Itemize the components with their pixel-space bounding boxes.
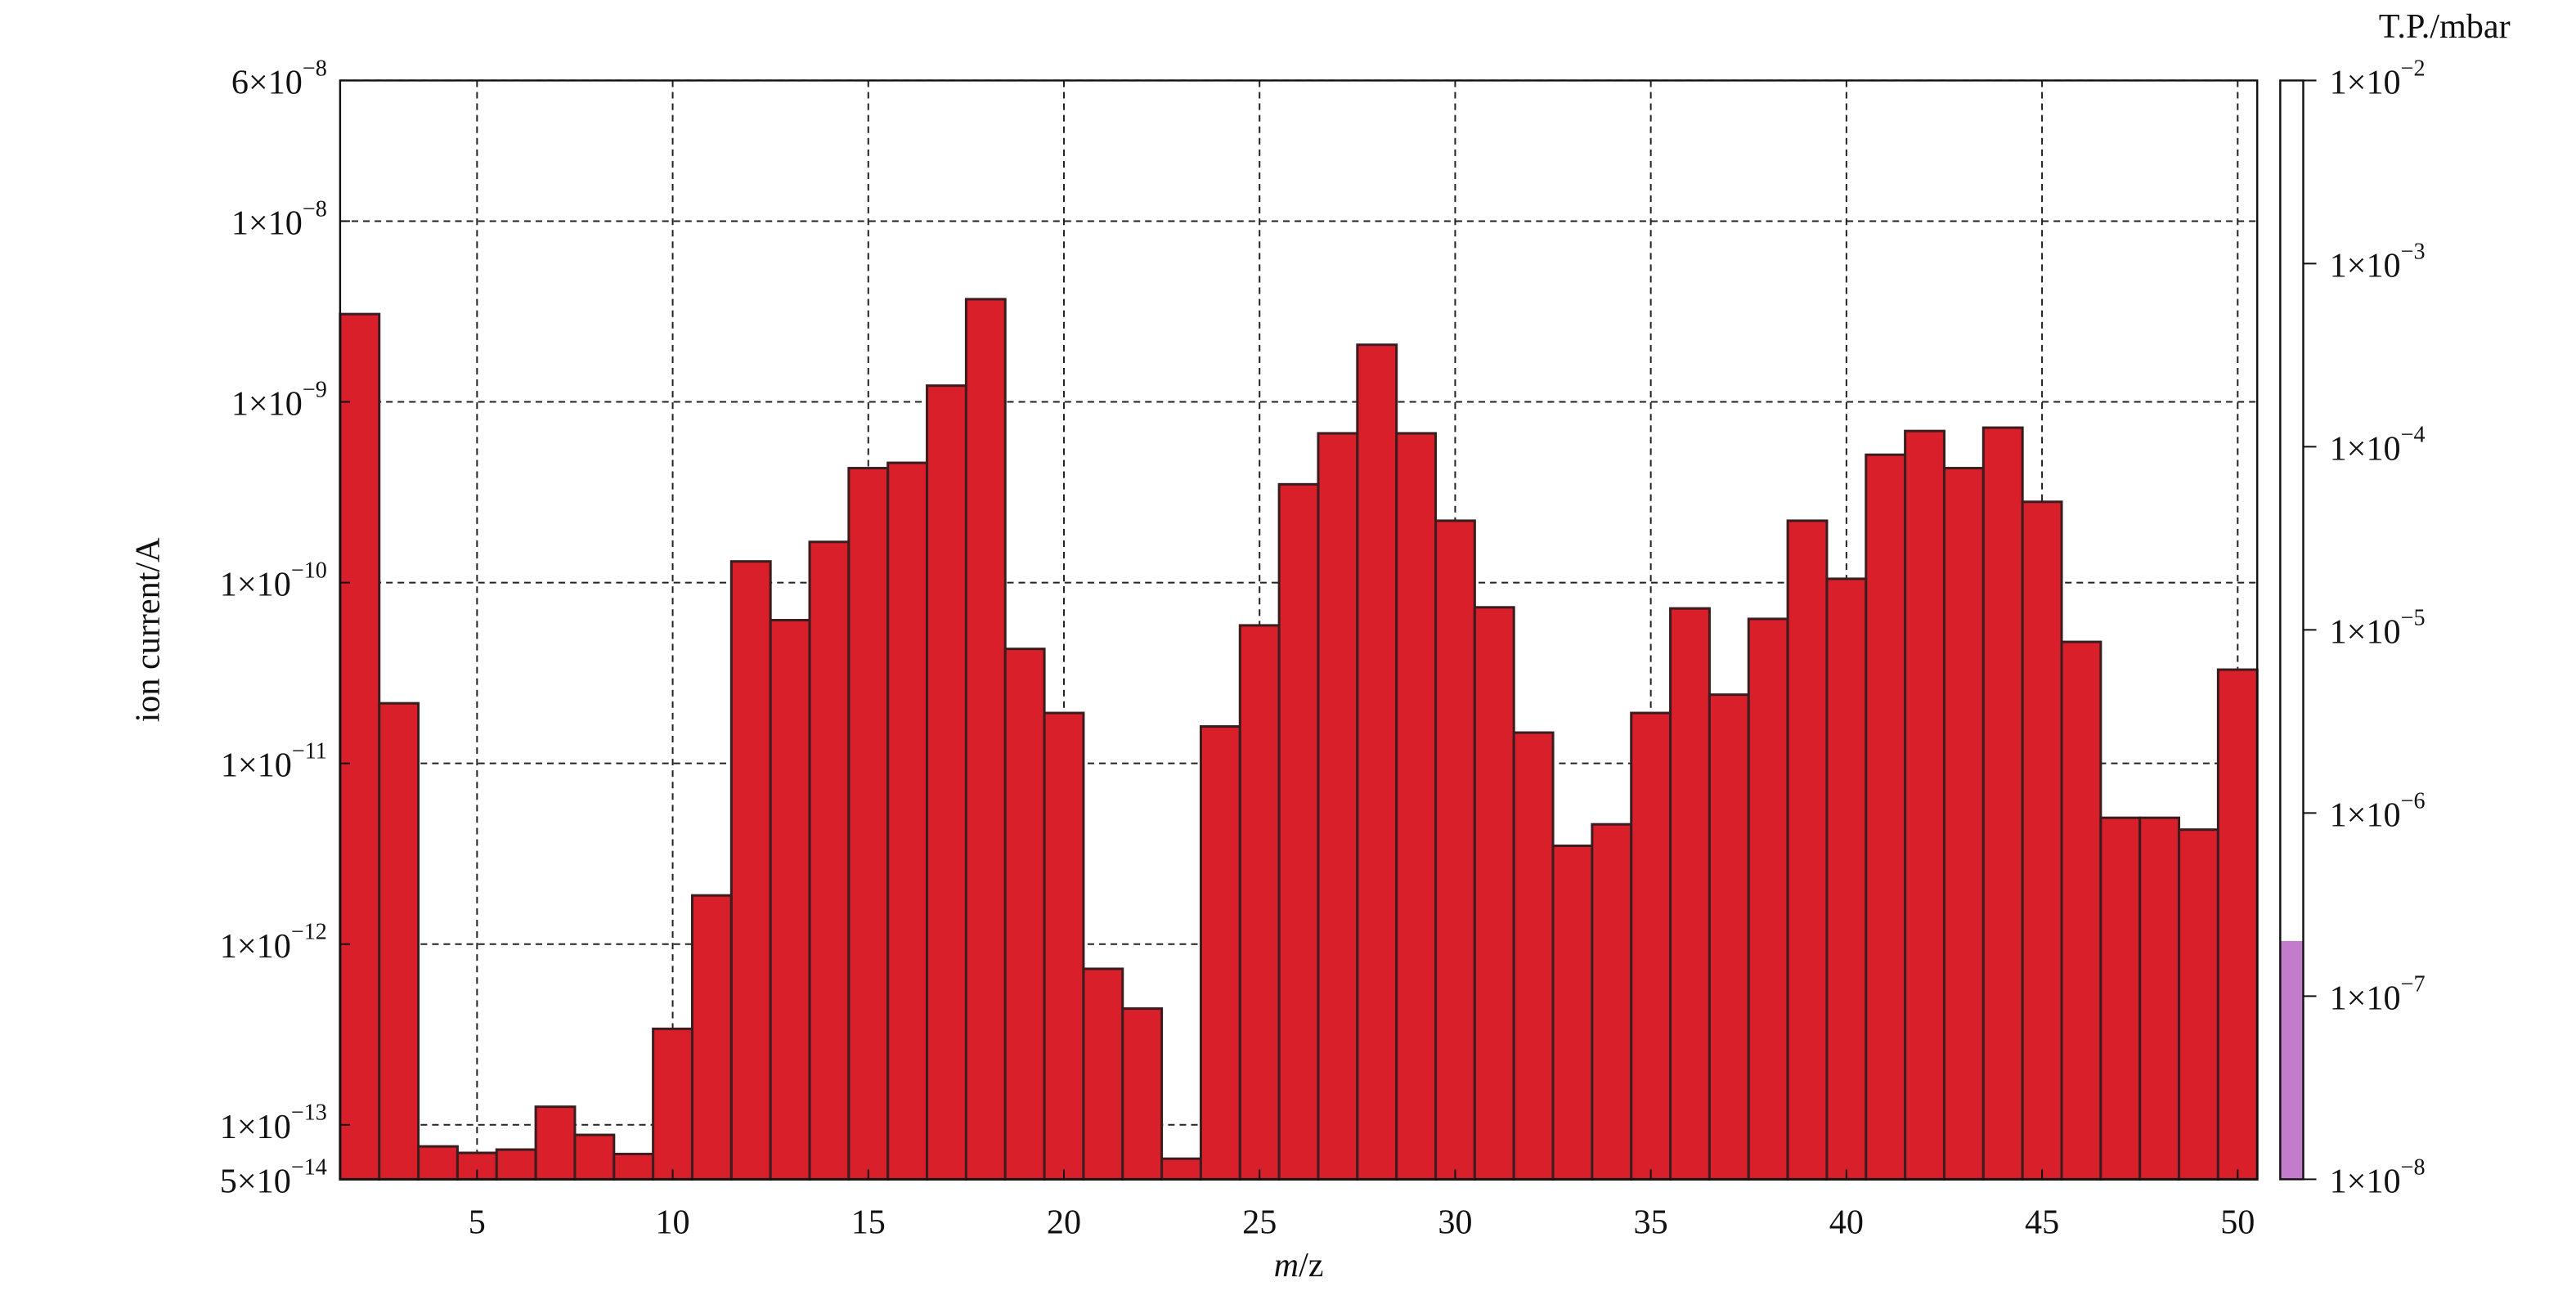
bar bbox=[1747, 617, 1789, 1181]
y-tick-label: 1×10−13 bbox=[220, 1101, 327, 1145]
colorbar-label: T.P./mbar bbox=[2379, 7, 2511, 46]
x-tick-label: 45 bbox=[2025, 1203, 2059, 1241]
colorbar-tick-label: 1×10−4 bbox=[2330, 423, 2426, 468]
x-axis-label: m/z bbox=[1274, 1246, 1324, 1284]
bar bbox=[1473, 606, 1515, 1181]
bar bbox=[1199, 725, 1241, 1181]
y-tick-label: 6×10−8 bbox=[231, 56, 327, 101]
colorbar-tick-label: 1×10−7 bbox=[2330, 972, 2426, 1017]
x-tick-label: 10 bbox=[655, 1203, 689, 1241]
y-tick-label: 1×10−12 bbox=[220, 920, 327, 965]
bar bbox=[2060, 640, 2103, 1181]
bar bbox=[1121, 1007, 1164, 1181]
bar bbox=[690, 894, 733, 1181]
y-axis-label: ion current/A bbox=[129, 537, 168, 723]
x-tick-label: 50 bbox=[2220, 1203, 2255, 1241]
bar bbox=[1277, 482, 1320, 1181]
bar bbox=[769, 618, 811, 1181]
bar bbox=[1865, 453, 1907, 1181]
bar bbox=[2138, 816, 2181, 1181]
bar bbox=[1825, 577, 1868, 1181]
x-tick-label: 25 bbox=[1242, 1203, 1277, 1241]
y-tick-label: 1×10−11 bbox=[221, 739, 327, 784]
bar bbox=[2099, 816, 2142, 1181]
plot-frame bbox=[339, 79, 2259, 1181]
x-tick-label: 20 bbox=[1047, 1203, 1081, 1241]
colorbar-tick-label: 1×10−5 bbox=[2330, 606, 2426, 651]
bar bbox=[1512, 731, 1555, 1181]
bar bbox=[2021, 500, 2063, 1181]
x-tick-label: 40 bbox=[1829, 1203, 1864, 1241]
y-tick-label: 1×10−10 bbox=[220, 558, 327, 603]
bar bbox=[573, 1133, 616, 1181]
bar bbox=[1395, 432, 1438, 1181]
bar bbox=[534, 1105, 577, 1181]
bar bbox=[1003, 648, 1046, 1181]
bar bbox=[339, 312, 381, 1181]
colorbar-fill bbox=[2280, 940, 2304, 1180]
x-tick-label: 30 bbox=[1438, 1203, 1472, 1241]
bar bbox=[1082, 967, 1124, 1181]
bar bbox=[1551, 844, 1594, 1181]
colorbar-tick-label: 1×10−6 bbox=[2330, 789, 2426, 834]
bar bbox=[1630, 711, 1672, 1181]
bar bbox=[808, 540, 850, 1181]
bar bbox=[1669, 607, 1711, 1181]
colorbar-tick-label: 1×10−8 bbox=[2330, 1155, 2426, 1200]
bar bbox=[1356, 343, 1398, 1181]
bar bbox=[613, 1152, 655, 1181]
bar bbox=[729, 560, 772, 1181]
bar bbox=[1591, 823, 1633, 1181]
y-tick-label: 1×10−9 bbox=[231, 378, 327, 423]
colorbar-tick-label: 1×10−2 bbox=[2330, 56, 2426, 101]
bar bbox=[2178, 828, 2219, 1181]
y-tick-label: 1×10−8 bbox=[231, 197, 327, 242]
bar bbox=[1434, 519, 1476, 1181]
bar bbox=[1238, 624, 1281, 1181]
bar bbox=[378, 702, 420, 1181]
bar bbox=[847, 467, 890, 1181]
bar bbox=[1160, 1157, 1202, 1181]
x-tick-label: 15 bbox=[851, 1203, 886, 1241]
bar bbox=[1942, 467, 1985, 1181]
x-tick-label: 5 bbox=[469, 1203, 486, 1241]
bar bbox=[926, 384, 967, 1181]
bar bbox=[1317, 432, 1359, 1181]
bar bbox=[417, 1145, 459, 1181]
bar bbox=[495, 1148, 537, 1181]
bar bbox=[1904, 429, 1945, 1181]
bar bbox=[652, 1027, 693, 1181]
bar bbox=[964, 298, 1007, 1181]
y-tick-label: 5×10−14 bbox=[220, 1155, 327, 1200]
bar bbox=[1981, 426, 2024, 1181]
bar bbox=[1043, 711, 1085, 1181]
colorbar-tick-label: 1×10−3 bbox=[2330, 240, 2426, 285]
bar bbox=[2216, 668, 2259, 1181]
bar bbox=[1708, 693, 1750, 1181]
bar bbox=[886, 461, 929, 1181]
x-tick-label: 35 bbox=[1634, 1203, 1668, 1241]
bar bbox=[1786, 519, 1829, 1181]
